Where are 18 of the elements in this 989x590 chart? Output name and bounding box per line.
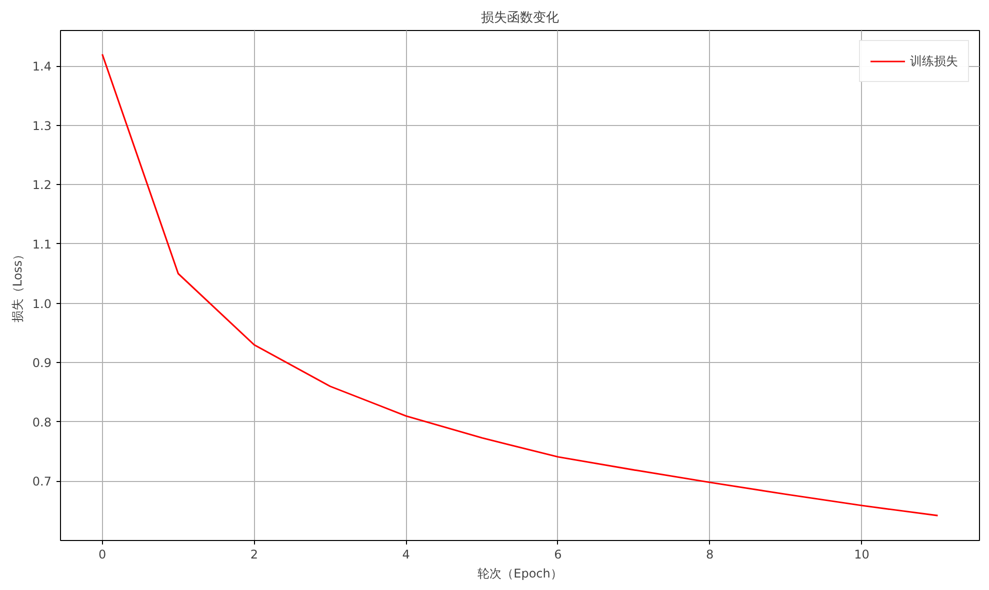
y-tick-label: 0.7 [32,474,52,489]
x-axis-title: 轮次（Epoch） [478,566,562,580]
x-tick-label: 0 [98,548,106,562]
x-tick-label: 8 [706,548,714,562]
y-tick-label: 1.0 [32,296,52,311]
chart-title: 损失函数变化 [481,10,559,26]
legend-label: 训练损失 [910,52,958,70]
x-tick-label: 4 [402,548,410,562]
x-tick-label: 2 [250,548,258,562]
y-tick-label: 1.2 [32,178,52,192]
y-tick-label: 1.3 [32,118,52,133]
y-tick-label: 1.1 [32,237,52,252]
x-tick-label: 10 [854,548,870,562]
y-axis-title: 损失（Loss） [10,248,24,323]
x-tick-label: 6 [554,548,562,562]
y-tick-label: 0.8 [32,415,52,430]
y-tick-label: 1.4 [32,60,52,74]
y-tick-label: 0.9 [32,356,52,370]
